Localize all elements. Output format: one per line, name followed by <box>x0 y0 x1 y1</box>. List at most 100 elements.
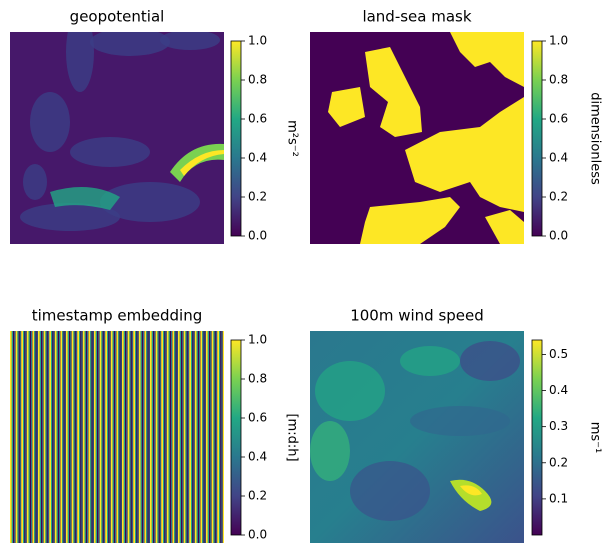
stripe <box>148 331 150 543</box>
stripe <box>185 331 187 543</box>
wind-region <box>400 346 460 376</box>
stripe <box>161 331 163 543</box>
stripe <box>225 331 226 543</box>
stripe <box>53 331 55 543</box>
stripe <box>171 331 172 543</box>
stripe <box>163 331 165 543</box>
stripe <box>129 331 131 543</box>
wind-jet <box>450 479 492 511</box>
stripe <box>219 331 221 543</box>
land <box>360 197 460 244</box>
stripe <box>19 331 21 543</box>
stripe <box>144 331 147 543</box>
stripe <box>112 331 114 543</box>
land <box>365 47 422 137</box>
stripe <box>116 331 119 543</box>
stripe <box>17 331 19 543</box>
tick-label: 1.0 <box>549 34 568 48</box>
alps-core <box>180 150 224 176</box>
tick-label: 0.4 <box>549 151 568 165</box>
tick-label: 1.0 <box>248 34 267 48</box>
stripe <box>36 331 38 543</box>
stripe <box>221 331 223 543</box>
stripe <box>176 331 178 543</box>
stripe <box>168 331 170 543</box>
stripe <box>217 331 219 543</box>
stripe <box>137 331 139 543</box>
panel-title: geopotential <box>70 8 165 26</box>
tick-label: 0.8 <box>549 73 568 87</box>
colorbar-label: ms⁻¹ <box>588 422 603 454</box>
colorbar <box>230 339 242 536</box>
stripe <box>25 331 27 543</box>
stripe <box>178 331 180 543</box>
stripe <box>11 331 13 543</box>
tick-label: 0.4 <box>248 450 267 464</box>
stripe <box>95 331 97 543</box>
stripe <box>45 331 47 543</box>
stripe <box>194 331 197 543</box>
stripe <box>213 331 215 543</box>
stripe <box>70 331 72 543</box>
wind-region <box>315 361 385 421</box>
stripe <box>98 331 100 543</box>
tick-label: 0.6 <box>549 112 568 126</box>
stripe <box>182 331 184 543</box>
stripe <box>118 331 120 543</box>
stripe <box>172 331 175 543</box>
stripe <box>189 331 191 543</box>
stripe <box>123 331 125 543</box>
stripe <box>71 331 74 543</box>
stripe <box>127 331 130 543</box>
stripe <box>227 331 228 543</box>
stripe <box>126 331 128 543</box>
land <box>450 32 524 87</box>
tick-label: 0.4 <box>248 151 267 165</box>
stripe <box>79 331 81 543</box>
stripe <box>157 331 159 543</box>
colorbar-label: dimensionless <box>588 92 603 185</box>
stripe <box>21 331 23 543</box>
stripe <box>54 331 57 543</box>
stripe <box>64 331 66 543</box>
tick-label: 0.4 <box>549 383 568 397</box>
stripe <box>23 331 25 543</box>
tick-label: 0.0 <box>248 528 267 542</box>
stripe <box>15 331 18 543</box>
stripe <box>73 331 75 543</box>
stripe <box>155 331 158 543</box>
terrain <box>23 164 47 200</box>
stripe <box>94 331 96 543</box>
stripe <box>39 331 41 543</box>
land <box>328 87 365 127</box>
stripe <box>90 331 92 543</box>
stripe <box>60 331 63 543</box>
stripe <box>10 331 12 543</box>
stripe <box>150 331 152 543</box>
stripe <box>105 331 107 543</box>
stripe <box>92 331 94 543</box>
stripe <box>103 331 105 543</box>
iberia <box>50 187 120 210</box>
tick-label: 0.5 <box>549 347 568 361</box>
tick-label: 0.3 <box>549 419 568 433</box>
stripe <box>207 331 209 543</box>
stripe <box>49 331 51 543</box>
image <box>10 331 228 543</box>
stripe <box>81 331 83 543</box>
terrain <box>160 32 220 50</box>
land <box>405 97 524 212</box>
stripe <box>43 331 46 543</box>
tick-label: 0.8 <box>248 73 267 87</box>
tick-label: 0.2 <box>549 455 568 469</box>
stripe <box>191 331 193 543</box>
tick-label: 1.0 <box>248 333 267 347</box>
stripe <box>28 331 30 543</box>
stripe <box>75 331 77 543</box>
wind-region <box>410 406 510 436</box>
tick-label: 0.6 <box>248 112 267 126</box>
stripe <box>196 331 198 543</box>
wind-jet-core <box>460 485 482 496</box>
